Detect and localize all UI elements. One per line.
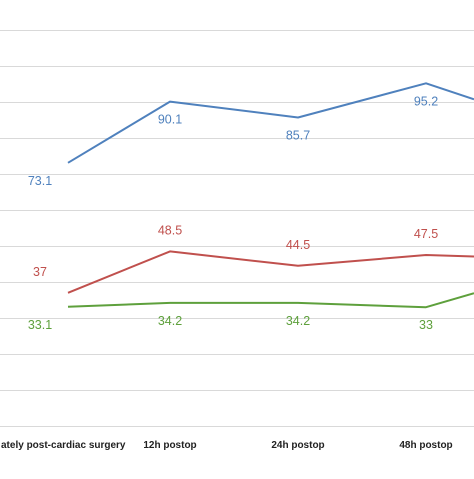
series-line-1 <box>67 250 474 294</box>
x-tick-label: 12h postop <box>143 440 196 451</box>
data-label: 73.1 <box>28 174 52 188</box>
x-tick-label: 24h postop <box>271 440 324 451</box>
data-label: 37 <box>33 265 47 279</box>
data-label: 85.7 <box>286 128 310 142</box>
data-label: 34.2 <box>286 314 310 328</box>
data-label: 48.5 <box>158 223 182 237</box>
data-label: 44.5 <box>286 238 310 252</box>
data-label: 34.2 <box>158 314 182 328</box>
series-line-0 <box>67 82 474 164</box>
data-labels: 73.1 90.1 85.7 95.2 37 48.5 44.5 47.5 33.1 34.2 34… <box>28 94 438 332</box>
data-label: 90.1 <box>158 113 182 127</box>
x-tick-label: 48h postop <box>399 440 452 451</box>
x-axis-tick-labels: ately post-cardiac surgery 12h postop 24h … <box>1 440 453 451</box>
x-tick-label: ately post-cardiac surgery <box>1 440 126 451</box>
data-label: 33.1 <box>28 318 52 332</box>
data-label: 95.2 <box>414 94 438 108</box>
gridlines <box>0 30 474 427</box>
series-line-2 <box>67 292 474 309</box>
series-lines <box>67 82 474 309</box>
data-label: 47.5 <box>414 227 438 241</box>
data-label: 33 <box>419 318 433 332</box>
